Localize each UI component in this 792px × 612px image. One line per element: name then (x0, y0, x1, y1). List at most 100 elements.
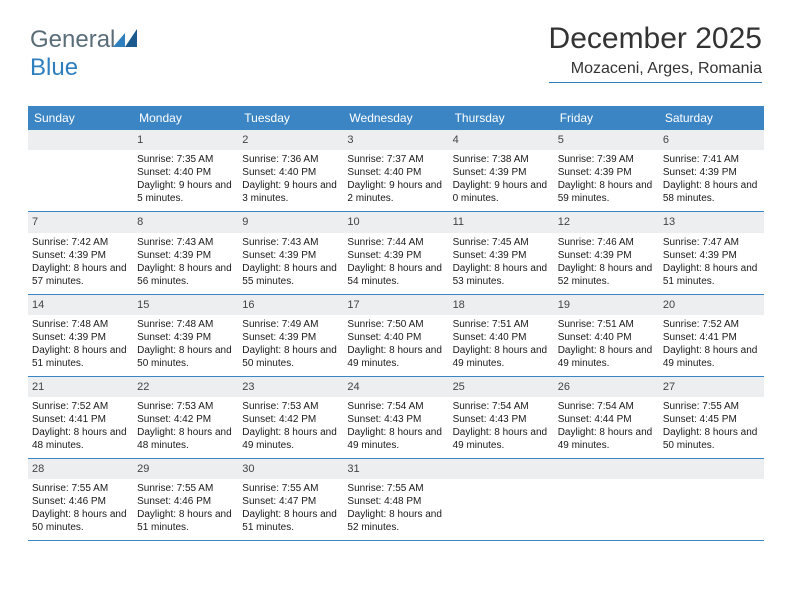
day-header: Tuesday (238, 106, 343, 130)
sunset-text: Sunset: 4:43 PM (347, 413, 444, 426)
sunrise-text: Sunrise: 7:39 AM (558, 153, 655, 166)
day-body: Sunrise: 7:44 AMSunset: 4:39 PMDaylight:… (343, 233, 448, 294)
day-body: Sunrise: 7:54 AMSunset: 4:43 PMDaylight:… (449, 397, 554, 458)
day-body (28, 150, 133, 159)
day-number: 15 (133, 295, 238, 315)
day-body: Sunrise: 7:46 AMSunset: 4:39 PMDaylight:… (554, 233, 659, 294)
day-number (554, 459, 659, 479)
day-body: Sunrise: 7:49 AMSunset: 4:39 PMDaylight:… (238, 315, 343, 376)
day-cell: 3Sunrise: 7:37 AMSunset: 4:40 PMDaylight… (343, 130, 448, 211)
day-cell: 21Sunrise: 7:52 AMSunset: 4:41 PMDayligh… (28, 377, 133, 458)
day-number: 22 (133, 377, 238, 397)
day-cell: 20Sunrise: 7:52 AMSunset: 4:41 PMDayligh… (659, 295, 764, 376)
day-cell: 13Sunrise: 7:47 AMSunset: 4:39 PMDayligh… (659, 212, 764, 293)
logo-word2: Blue (30, 54, 78, 81)
day-cell: 24Sunrise: 7:54 AMSunset: 4:43 PMDayligh… (343, 377, 448, 458)
day-body (554, 479, 659, 488)
day-body: Sunrise: 7:43 AMSunset: 4:39 PMDaylight:… (238, 233, 343, 294)
day-cell: 30Sunrise: 7:55 AMSunset: 4:47 PMDayligh… (238, 459, 343, 540)
day-number: 5 (554, 130, 659, 150)
day-cell: 2Sunrise: 7:36 AMSunset: 4:40 PMDaylight… (238, 130, 343, 211)
day-number: 19 (554, 295, 659, 315)
day-body: Sunrise: 7:53 AMSunset: 4:42 PMDaylight:… (238, 397, 343, 458)
day-cell: 27Sunrise: 7:55 AMSunset: 4:45 PMDayligh… (659, 377, 764, 458)
day-header: Thursday (449, 106, 554, 130)
daylight-text: Daylight: 8 hours and 49 minutes. (453, 426, 550, 452)
sunset-text: Sunset: 4:39 PM (558, 166, 655, 179)
day-cell: 6Sunrise: 7:41 AMSunset: 4:39 PMDaylight… (659, 130, 764, 211)
sunrise-text: Sunrise: 7:36 AM (242, 153, 339, 166)
sunrise-text: Sunrise: 7:55 AM (137, 482, 234, 495)
day-header: Sunday (28, 106, 133, 130)
day-body: Sunrise: 7:42 AMSunset: 4:39 PMDaylight:… (28, 233, 133, 294)
day-number: 21 (28, 377, 133, 397)
day-number: 17 (343, 295, 448, 315)
sunset-text: Sunset: 4:46 PM (137, 495, 234, 508)
daylight-text: Daylight: 9 hours and 2 minutes. (347, 179, 444, 205)
daylight-text: Daylight: 8 hours and 49 minutes. (558, 426, 655, 452)
day-body: Sunrise: 7:54 AMSunset: 4:44 PMDaylight:… (554, 397, 659, 458)
sunset-text: Sunset: 4:39 PM (32, 249, 129, 262)
sunset-text: Sunset: 4:39 PM (242, 249, 339, 262)
sunrise-text: Sunrise: 7:35 AM (137, 153, 234, 166)
sunrise-text: Sunrise: 7:43 AM (137, 236, 234, 249)
day-number: 18 (449, 295, 554, 315)
sunset-text: Sunset: 4:39 PM (137, 249, 234, 262)
logo: General Blue (30, 26, 141, 82)
day-number: 29 (133, 459, 238, 479)
day-number: 13 (659, 212, 764, 232)
sunrise-text: Sunrise: 7:55 AM (32, 482, 129, 495)
day-header: Wednesday (343, 106, 448, 130)
sunset-text: Sunset: 4:39 PM (453, 249, 550, 262)
day-number (659, 459, 764, 479)
sunrise-text: Sunrise: 7:48 AM (137, 318, 234, 331)
sunset-text: Sunset: 4:40 PM (347, 166, 444, 179)
day-body: Sunrise: 7:37 AMSunset: 4:40 PMDaylight:… (343, 150, 448, 211)
day-cell: 14Sunrise: 7:48 AMSunset: 4:39 PMDayligh… (28, 295, 133, 376)
daylight-text: Daylight: 8 hours and 53 minutes. (453, 262, 550, 288)
day-cell: 7Sunrise: 7:42 AMSunset: 4:39 PMDaylight… (28, 212, 133, 293)
day-cell: 29 Sunrise: 7:55 AMSunset: 4:46 PMDayligh… (133, 459, 238, 540)
sunrise-text: Sunrise: 7:45 AM (453, 236, 550, 249)
sunset-text: Sunset: 4:48 PM (347, 495, 444, 508)
day-body: Sunrise: 7:43 AMSunset: 4:39 PMDaylight:… (133, 233, 238, 294)
sunset-text: Sunset: 4:40 PM (242, 166, 339, 179)
sunrise-text: Sunrise: 7:48 AM (32, 318, 129, 331)
daylight-text: Daylight: 8 hours and 51 minutes. (663, 262, 760, 288)
sunset-text: Sunset: 4:39 PM (453, 166, 550, 179)
daylight-text: Daylight: 8 hours and 54 minutes. (347, 262, 444, 288)
logo-mark-icon (113, 26, 141, 44)
sunset-text: Sunset: 4:47 PM (242, 495, 339, 508)
sunrise-text: Sunrise: 7:51 AM (453, 318, 550, 331)
daylight-text: Daylight: 8 hours and 51 minutes. (137, 508, 234, 534)
day-cell (449, 459, 554, 540)
title-block: December 2025 Mozaceni, Arges, Romania (549, 22, 762, 83)
sunrise-text: Sunrise: 7:41 AM (663, 153, 760, 166)
daylight-text: Daylight: 8 hours and 55 minutes. (242, 262, 339, 288)
day-number: 7 (28, 212, 133, 232)
calendar: Sunday Monday Tuesday Wednesday Thursday… (28, 106, 764, 541)
day-number: 1 (133, 130, 238, 150)
day-body: Sunrise: 7:45 AMSunset: 4:39 PMDaylight:… (449, 233, 554, 294)
week-row: 14Sunrise: 7:48 AMSunset: 4:39 PMDayligh… (28, 295, 764, 377)
day-number (449, 459, 554, 479)
day-cell: 10Sunrise: 7:44 AMSunset: 4:39 PMDayligh… (343, 212, 448, 293)
sunset-text: Sunset: 4:41 PM (32, 413, 129, 426)
day-number: 16 (238, 295, 343, 315)
daylight-text: Daylight: 8 hours and 52 minutes. (558, 262, 655, 288)
day-number: 28 (28, 459, 133, 479)
sunrise-text: Sunrise: 7:42 AM (32, 236, 129, 249)
sunset-text: Sunset: 4:39 PM (663, 166, 760, 179)
day-cell (554, 459, 659, 540)
sunset-text: Sunset: 4:41 PM (663, 331, 760, 344)
day-body (659, 479, 764, 488)
sunrise-text: Sunrise: 7:46 AM (558, 236, 655, 249)
sunrise-text: Sunrise: 7:54 AM (453, 400, 550, 413)
day-body: Sunrise: 7:50 AMSunset: 4:40 PMDaylight:… (343, 315, 448, 376)
day-number: 26 (554, 377, 659, 397)
day-body: Sunrise: 7:55 AMSunset: 4:45 PMDaylight:… (659, 397, 764, 458)
daylight-text: Daylight: 8 hours and 50 minutes. (242, 344, 339, 370)
daylight-text: Daylight: 8 hours and 50 minutes. (137, 344, 234, 370)
day-cell: 18Sunrise: 7:51 AMSunset: 4:40 PMDayligh… (449, 295, 554, 376)
day-cell: 22Sunrise: 7:53 AMSunset: 4:42 PMDayligh… (133, 377, 238, 458)
